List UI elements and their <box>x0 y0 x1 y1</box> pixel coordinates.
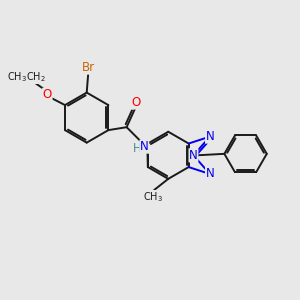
Text: CH$_3$: CH$_3$ <box>7 70 27 84</box>
Text: N: N <box>206 130 214 143</box>
Text: O: O <box>132 96 141 109</box>
Text: N: N <box>189 149 198 162</box>
Text: CH$_2$: CH$_2$ <box>26 70 46 84</box>
Text: Br: Br <box>82 61 95 74</box>
Text: CH$_3$: CH$_3$ <box>142 190 163 204</box>
Text: O: O <box>43 88 52 101</box>
Text: N: N <box>140 140 149 153</box>
Text: N: N <box>206 167 214 181</box>
Text: H: H <box>133 142 142 155</box>
